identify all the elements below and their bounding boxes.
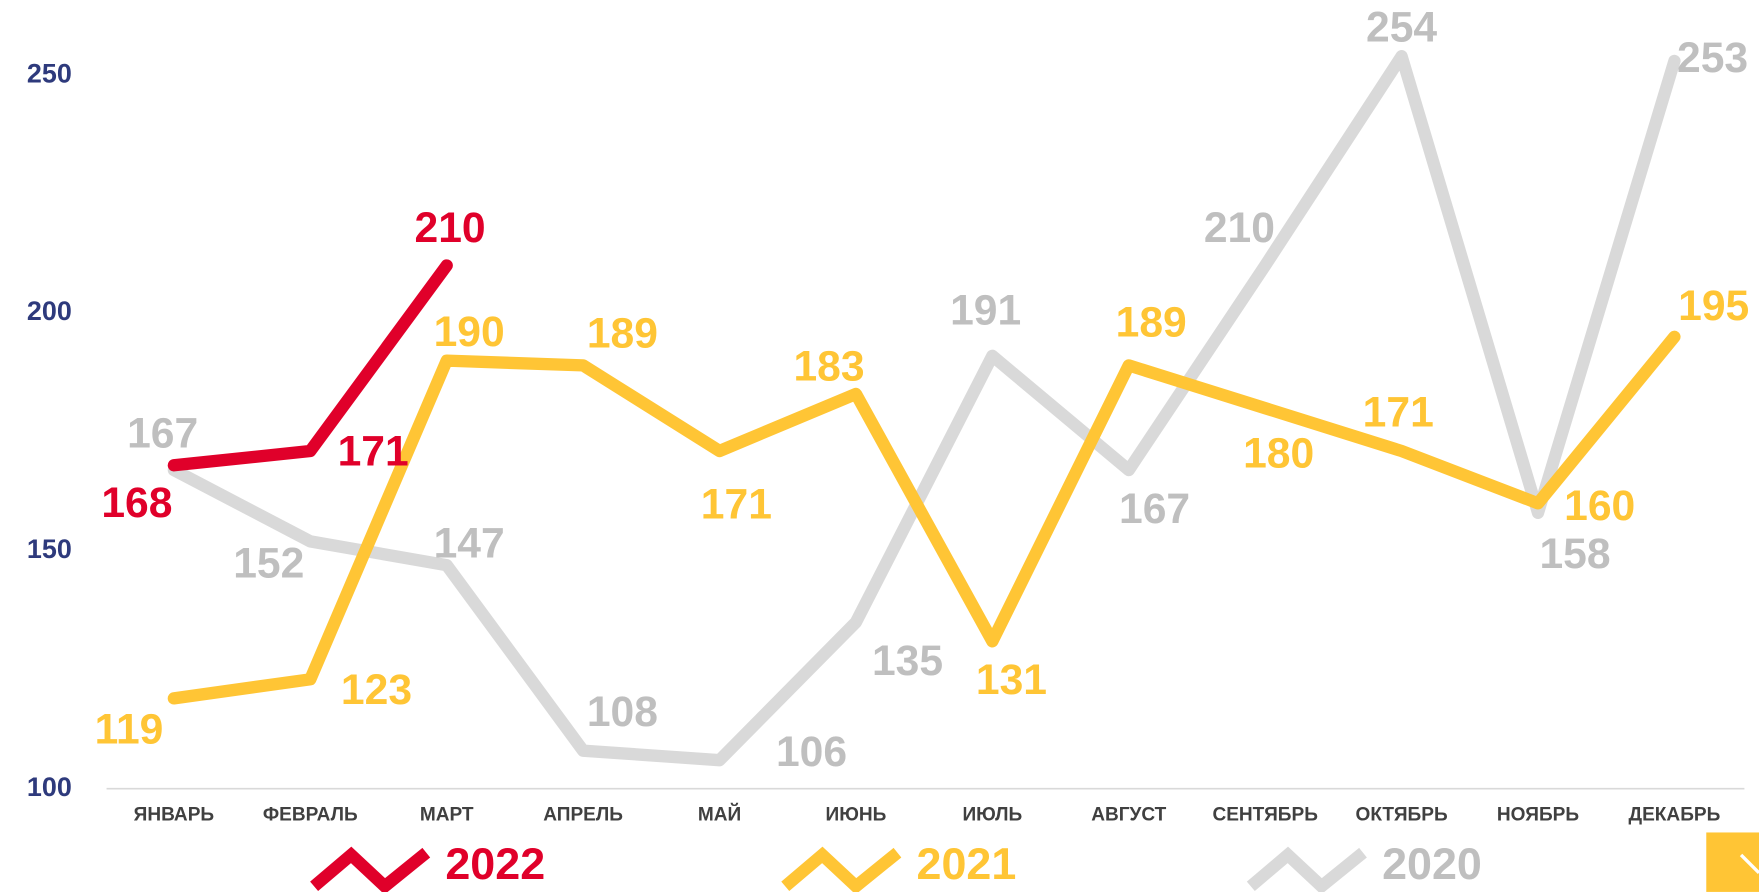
data-label: 108 — [587, 688, 658, 736]
data-label: 167 — [127, 410, 198, 458]
x-tick-label: АПРЕЛЬ — [543, 805, 623, 826]
x-tick-label: ИЮНЬ — [826, 805, 887, 826]
data-label: 171 — [1363, 388, 1434, 436]
data-label: 171 — [701, 480, 772, 528]
data-label: 180 — [1243, 430, 1314, 478]
data-label: 183 — [793, 343, 864, 391]
line-series — [167, 50, 1681, 767]
data-label: 254 — [1366, 4, 1437, 52]
data-label: 191 — [950, 287, 1021, 335]
line-series — [167, 330, 1681, 705]
x-tick-label: СЕНТЯБРЬ — [1212, 805, 1318, 826]
legend-label: 2020 — [1382, 838, 1482, 889]
data-label: 189 — [1116, 298, 1187, 346]
data-label: 152 — [233, 539, 304, 587]
data-label: 195 — [1678, 282, 1749, 330]
data-label: 210 — [415, 204, 486, 252]
data-label: 189 — [587, 309, 658, 357]
data-label: 190 — [434, 308, 505, 356]
data-label: 171 — [338, 428, 409, 476]
data-label: 131 — [976, 656, 1047, 704]
x-tick-label: МАЙ — [698, 804, 741, 826]
legend-icon — [1246, 846, 1367, 892]
data-label: 123 — [341, 666, 412, 714]
data-label: 167 — [1119, 485, 1190, 533]
data-label: 106 — [776, 728, 847, 776]
y-tick-label: 250 — [27, 58, 72, 88]
data-label: 168 — [101, 479, 172, 527]
data-label: 147 — [434, 519, 505, 567]
y-tick-label: 200 — [27, 296, 72, 326]
x-tick-label: ФЕВРАЛЬ — [263, 805, 358, 826]
x-tick-label: ДЕКАБРЬ — [1629, 805, 1721, 826]
legend-label: 2021 — [917, 838, 1017, 889]
corner-badge — [1706, 832, 1759, 892]
x-tick-label: АВГУСТ — [1091, 805, 1166, 826]
y-tick-label: 100 — [27, 772, 72, 802]
y-tick-label: 150 — [27, 534, 72, 564]
data-label: 119 — [95, 705, 164, 753]
legend-label: 2022 — [445, 838, 545, 889]
corner-arrow — [1739, 853, 1759, 875]
legend-icon — [310, 846, 431, 892]
x-tick-label: ОКТЯБРЬ — [1356, 805, 1448, 826]
x-tick-label: ЯНВАРЬ — [134, 805, 215, 826]
line-series — [167, 259, 453, 472]
data-label: 210 — [1204, 204, 1275, 252]
data-label: 158 — [1539, 530, 1610, 578]
x-tick-label: НОЯБРЬ — [1497, 805, 1579, 826]
data-label: 160 — [1564, 482, 1635, 530]
data-label: 135 — [872, 637, 943, 685]
x-tick-label: МАРТ — [420, 805, 474, 826]
x-tick-label: ИЮЛЬ — [962, 805, 1022, 826]
data-label: 253 — [1677, 34, 1748, 82]
legend-icon — [781, 846, 902, 892]
